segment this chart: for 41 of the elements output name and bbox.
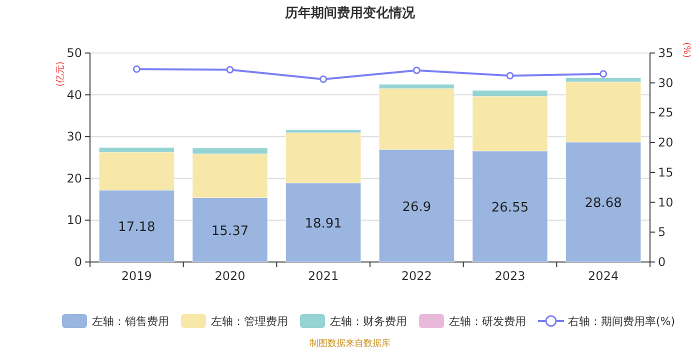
legend-label: 左轴：财务费用 (330, 315, 407, 328)
data-label: 17.18 (118, 220, 156, 236)
point (600, 70, 608, 78)
x-tick-label: 2023 (494, 269, 526, 283)
y2-tick-label: 20 (658, 136, 674, 150)
y2-tick-label: 25 (658, 106, 674, 120)
point (506, 72, 514, 80)
y-tick-label: 0 (74, 255, 82, 269)
y-tick-label: 10 (66, 213, 82, 228)
text: 制图数据来自数据库 (310, 338, 390, 349)
legend-label: 左轴：管理费用 (211, 315, 288, 328)
x-tick-label: 2021 (308, 269, 339, 283)
chart-title: 历年期间费用变化情况 (284, 5, 416, 21)
y2-tick-label: 5 (658, 225, 666, 240)
x-tick-label: 2020 (214, 269, 246, 283)
point (132, 65, 140, 73)
data-label: 26.9 (402, 200, 432, 215)
y2-tick-label: 35 (658, 46, 674, 60)
y-tick-label: 20 (66, 171, 82, 186)
data-label: 26.55 (491, 200, 529, 216)
y2-axis-title: (%) (681, 42, 691, 58)
legend-label: 左轴：销售费用 (92, 315, 169, 328)
data-label: 18.91 (304, 216, 342, 232)
legend-label: 左轴：研发费用 (449, 315, 526, 328)
x-tick-label: 2022 (401, 269, 432, 283)
y-tick-label: 30 (66, 130, 82, 144)
x-tick-label: 2019 (121, 269, 152, 283)
y2-tick-label: 15 (658, 165, 674, 180)
point (320, 76, 328, 84)
point (226, 66, 234, 74)
x-tick-label: 2024 (588, 269, 619, 283)
point (412, 66, 420, 74)
y-axis-title: (亿元) (55, 61, 66, 87)
data-label: 15.37 (211, 224, 249, 239)
y2-tick-label: 30 (658, 76, 674, 90)
legend-label: 右轴：期间费用率(%) (568, 315, 676, 328)
y2-tick-label: 0 (658, 255, 666, 269)
y2-tick-label: 10 (658, 195, 674, 210)
data-label: 28.68 (584, 196, 622, 212)
y-tick-label: 40 (66, 88, 82, 102)
y-tick-label: 50 (66, 46, 82, 60)
